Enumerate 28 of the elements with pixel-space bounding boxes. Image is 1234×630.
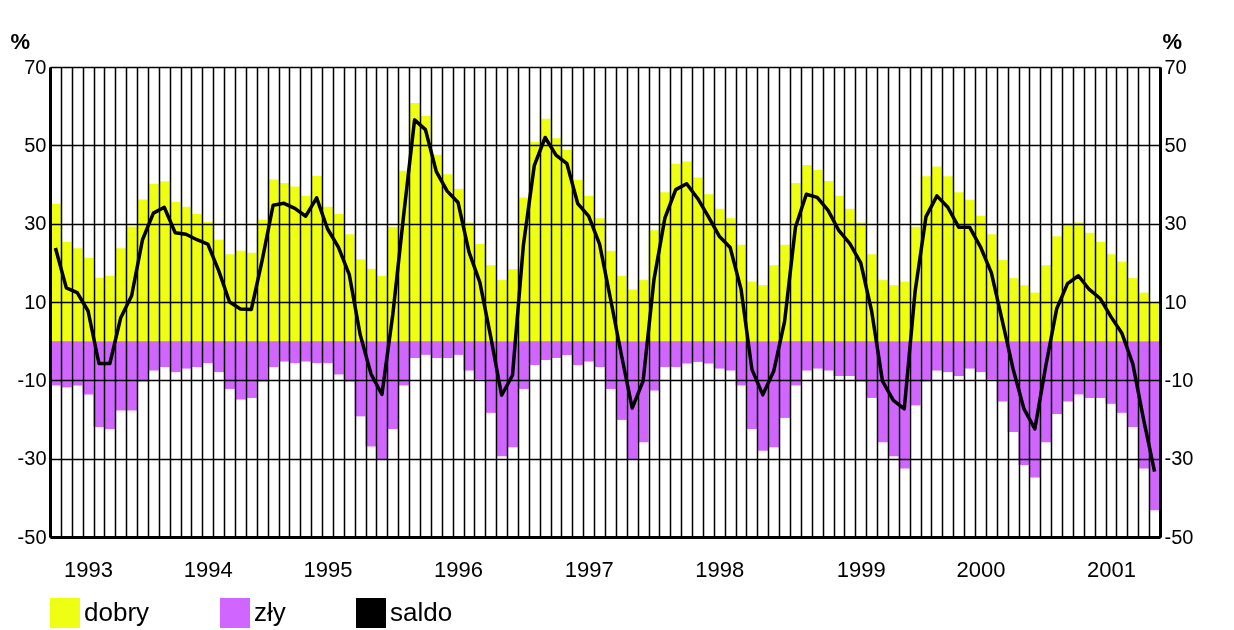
y2-tick-label: 50 — [1164, 133, 1187, 156]
y2-tick-label: 10 — [1164, 290, 1187, 313]
x-tick-label: 2001 — [1087, 556, 1137, 582]
x-tick-label: 2000 — [956, 556, 1006, 582]
y-tick-label: 10 — [24, 290, 47, 313]
y2-tick-label: -30 — [1164, 447, 1194, 470]
y-tick-label: 70 — [24, 55, 47, 78]
y-tick-label: -30 — [17, 447, 47, 470]
x-tick-label: 1998 — [695, 556, 745, 582]
x-tick-label: 1996 — [434, 556, 484, 582]
y2-tick-label: 30 — [1164, 212, 1187, 235]
legend-label: dobry — [84, 597, 150, 627]
y-tick-label: -50 — [17, 525, 47, 548]
y-axis-title: % — [10, 28, 31, 54]
legend-label: saldo — [390, 597, 453, 627]
y2-tick-label: -10 — [1164, 368, 1194, 391]
y2-tick-label: -50 — [1164, 525, 1194, 548]
x-tick-label: 1994 — [183, 556, 233, 582]
x-tick-label: 1999 — [836, 556, 886, 582]
x-tick-label: 1997 — [564, 556, 614, 582]
y-tick-label: 30 — [24, 212, 47, 235]
y-tick-label: -10 — [17, 368, 47, 391]
y-tick-label: 50 — [24, 133, 47, 156]
x-tick-label: 1995 — [303, 556, 353, 582]
x-tick-label: 1993 — [64, 556, 114, 582]
y2-axis-title: % — [1162, 28, 1183, 54]
legend-label: zły — [254, 597, 286, 627]
y2-tick-label: 70 — [1164, 55, 1187, 78]
